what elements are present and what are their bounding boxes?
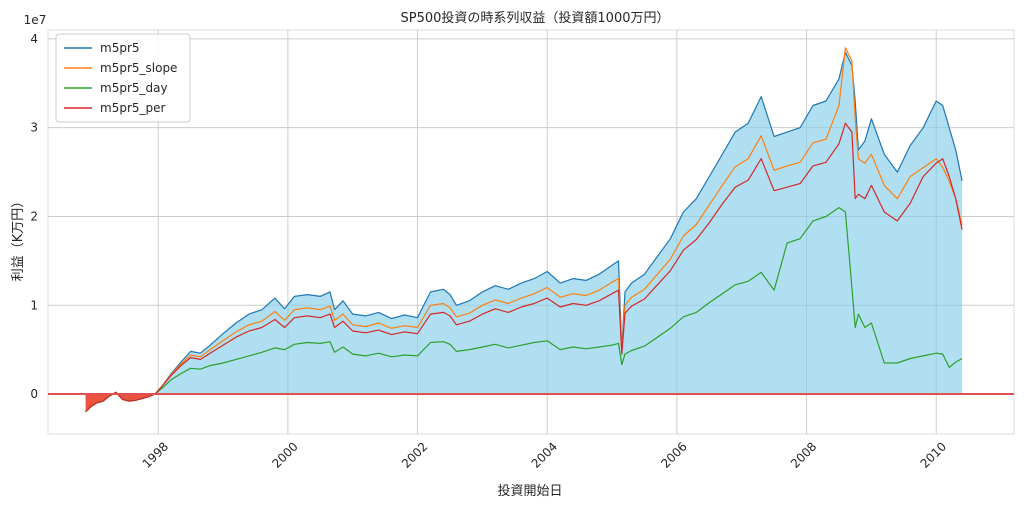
y-tick-label: 2 <box>30 209 38 223</box>
series-line-m5pr5-day <box>85 207 963 413</box>
y-tick-label: 1 <box>30 298 38 312</box>
legend-label-m5pr5-day: m5pr5_day <box>100 81 168 95</box>
series-line-m5pr5-per <box>85 122 963 413</box>
legend-label-m5pr5-slope: m5pr5_slope <box>100 61 177 75</box>
series-line-m5pr5-slope <box>85 47 963 413</box>
y-tick-label: 4 <box>30 32 38 46</box>
x-axis-label: 投資開始日 <box>497 483 562 499</box>
legend-box <box>55 33 191 123</box>
y-axis-label: 利益（K万円） <box>11 195 26 282</box>
series-line-m5pr5 <box>85 51 963 413</box>
y-scale-label: 1e7 <box>24 13 47 27</box>
legend-label-m5pr5-per: m5pr5_per <box>100 101 166 115</box>
y-tick-label: 0 <box>30 387 38 401</box>
legend: m5pr5 m5pr5_slope m5pr5_day m5pr5_per <box>55 33 191 123</box>
chart-title: SP500投資の時系列収益（投資額1000万円） <box>401 10 670 26</box>
legend-label-m5pr5: m5pr5 <box>100 41 140 55</box>
y-tick-label: 3 <box>30 121 38 135</box>
